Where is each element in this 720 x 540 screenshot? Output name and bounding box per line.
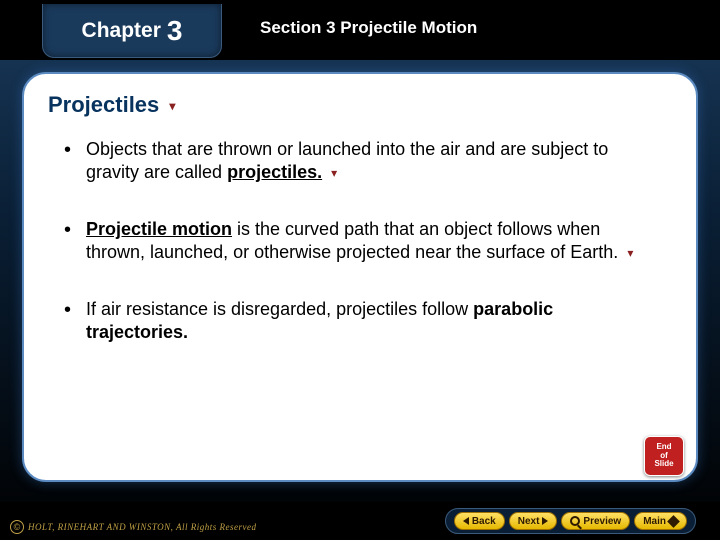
copyright: © HOLT, RINEHART AND WINSTON, All Rights… bbox=[10, 520, 257, 534]
back-arrow-icon bbox=[463, 517, 469, 525]
down-arrow-icon: ▾ bbox=[169, 99, 175, 113]
chapter-tab: Chapter 3 bbox=[42, 4, 222, 58]
bullet-3: If air resistance is disregarded, projec… bbox=[64, 298, 656, 344]
bullet-1-text: Objects that are thrown or launched into… bbox=[86, 139, 608, 182]
bullet-2-term: Projectile motion bbox=[86, 219, 232, 239]
copyright-text: HOLT, RINEHART AND WINSTON, All Rights R… bbox=[28, 522, 257, 532]
copyright-icon: © bbox=[10, 520, 24, 534]
nav-bar: Back Next Preview Main bbox=[445, 508, 696, 534]
next-arrow-icon bbox=[542, 517, 548, 525]
preview-button-label: Preview bbox=[583, 516, 621, 527]
slide-footer: © HOLT, RINEHART AND WINSTON, All Rights… bbox=[0, 502, 720, 540]
back-button[interactable]: Back bbox=[454, 512, 505, 530]
down-arrow-icon: ▾ bbox=[627, 246, 633, 261]
end-badge-line3: Slide bbox=[645, 460, 683, 469]
bullet-3-text: If air resistance is disregarded, projec… bbox=[86, 299, 473, 319]
bullet-1-term: projectiles. bbox=[227, 162, 322, 182]
down-arrow-icon: ▾ bbox=[331, 166, 337, 181]
slide-header: Chapter 3 Section 3 Projectile Motion bbox=[0, 0, 720, 60]
next-button[interactable]: Next bbox=[509, 512, 558, 530]
section-title: Section 3 Projectile Motion bbox=[260, 18, 477, 38]
slide-title-text: Projectiles bbox=[48, 92, 159, 117]
next-button-label: Next bbox=[518, 516, 540, 527]
end-of-slide-badge: End of Slide bbox=[644, 436, 684, 476]
slide-title: Projectiles ▾ bbox=[48, 92, 175, 118]
bullet-list: Objects that are thrown or launched into… bbox=[64, 138, 656, 378]
chapter-label: Chapter bbox=[82, 19, 161, 43]
diamond-icon bbox=[667, 515, 680, 528]
slide-container: Chapter 3 Section 3 Projectile Motion Pr… bbox=[0, 0, 720, 540]
magnifier-icon bbox=[570, 516, 580, 526]
bullet-1: Objects that are thrown or launched into… bbox=[64, 138, 656, 184]
chapter-number: 3 bbox=[167, 15, 183, 47]
content-card: Projectiles ▾ Objects that are thrown or… bbox=[22, 72, 698, 482]
back-button-label: Back bbox=[472, 516, 496, 527]
main-button-label: Main bbox=[643, 516, 666, 527]
bullet-2: Projectile motion is the curved path tha… bbox=[64, 218, 656, 264]
preview-button[interactable]: Preview bbox=[561, 512, 630, 530]
main-button[interactable]: Main bbox=[634, 512, 687, 530]
